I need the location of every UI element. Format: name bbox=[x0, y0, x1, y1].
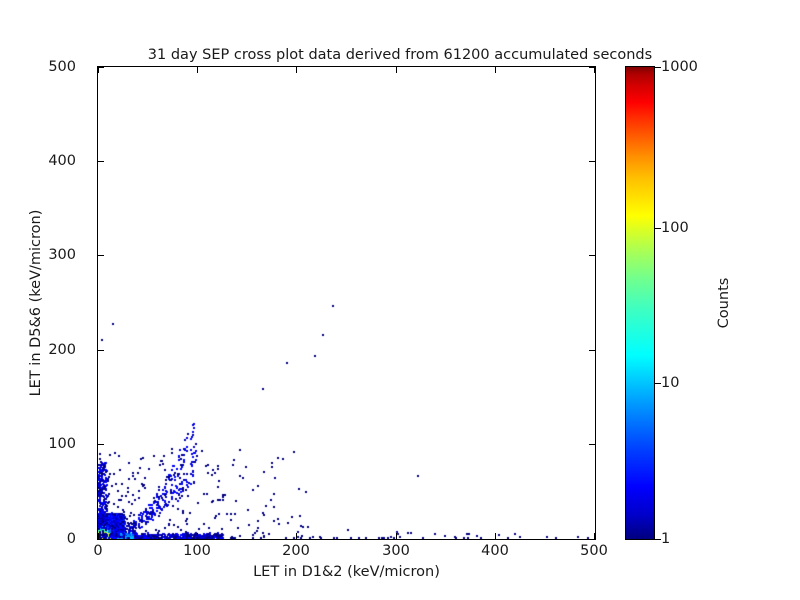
y-tick-mark-0 bbox=[97, 539, 104, 541]
y-tick-label-200: 200 bbox=[48, 342, 76, 358]
x-tick-label-300: 300 bbox=[382, 543, 410, 559]
scatter-plot-axes bbox=[97, 66, 596, 540]
x-tick-mark-top-400 bbox=[495, 66, 497, 73]
y-tick-mark-100 bbox=[97, 444, 104, 446]
colorbar-tick-mark-10 bbox=[655, 383, 661, 385]
colorbar-tick-label-1: 1 bbox=[661, 531, 671, 547]
y-tick-mark-right-200 bbox=[589, 350, 596, 352]
colorbar-tick-label-10: 10 bbox=[661, 375, 680, 391]
y-axis-title: LET in D5&6 (keV/micron) bbox=[28, 209, 44, 397]
y-tick-label-500: 500 bbox=[48, 59, 76, 75]
y-tick-mark-400 bbox=[97, 161, 104, 163]
x-tick-mark-top-500 bbox=[594, 66, 596, 73]
colorbar-tick-label-1000: 1000 bbox=[661, 59, 698, 75]
colorbar-tick-mark-100 bbox=[655, 228, 661, 230]
x-tick-mark-500 bbox=[594, 533, 596, 540]
x-tick-mark-100 bbox=[197, 533, 199, 540]
colorbar-tick-mark-1 bbox=[655, 539, 661, 541]
y-tick-mark-right-0 bbox=[589, 539, 596, 541]
x-tick-label-200: 200 bbox=[282, 543, 310, 559]
x-tick-mark-300 bbox=[396, 533, 398, 540]
colorbar bbox=[625, 66, 655, 540]
x-tick-mark-top-0 bbox=[98, 66, 100, 73]
y-tick-mark-right-300 bbox=[589, 255, 596, 257]
colorbar-gradient bbox=[625, 66, 655, 540]
x-tick-label-400: 400 bbox=[481, 543, 509, 559]
x-tick-mark-top-200 bbox=[296, 66, 298, 73]
plot-title-line-1: 31 day SEP cross plot data derived from … bbox=[147, 47, 653, 63]
y-tick-label-0: 0 bbox=[66, 531, 76, 547]
y-tick-label-400: 400 bbox=[48, 153, 76, 169]
y-tick-mark-right-100 bbox=[589, 444, 596, 446]
x-tick-label-500: 500 bbox=[580, 543, 608, 559]
colorbar-title: Counts bbox=[716, 277, 732, 329]
x-axis-title: LET in D1&2 (keV/micron) bbox=[253, 564, 440, 580]
y-tick-mark-300 bbox=[97, 255, 104, 257]
colorbar-tick-mark-1000 bbox=[655, 67, 661, 69]
x-tick-label-100: 100 bbox=[183, 543, 211, 559]
y-tick-mark-right-400 bbox=[589, 161, 596, 163]
y-tick-mark-500 bbox=[97, 67, 104, 69]
x-tick-mark-top-100 bbox=[197, 66, 199, 73]
y-tick-mark-right-500 bbox=[589, 67, 596, 69]
x-tick-mark-200 bbox=[296, 533, 298, 540]
x-tick-mark-top-300 bbox=[396, 66, 398, 73]
y-tick-label-100: 100 bbox=[48, 436, 76, 452]
scatter-data-layer bbox=[98, 67, 595, 539]
x-tick-label-0: 0 bbox=[93, 543, 103, 559]
colorbar-tick-label-100: 100 bbox=[661, 220, 689, 236]
x-tick-mark-0 bbox=[98, 533, 100, 540]
y-tick-label-300: 300 bbox=[48, 247, 76, 263]
x-tick-mark-400 bbox=[495, 533, 497, 540]
y-tick-mark-200 bbox=[97, 350, 104, 352]
